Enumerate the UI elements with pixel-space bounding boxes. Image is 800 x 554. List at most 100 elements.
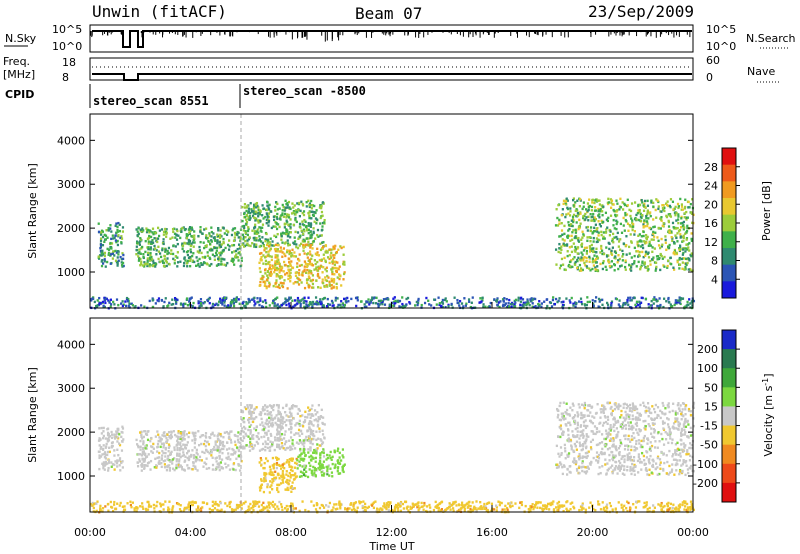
power-echo-cell <box>258 226 261 229</box>
power-echo-cell <box>274 282 277 285</box>
power-echo-cell <box>142 229 145 232</box>
velocity-echo-cell <box>168 444 171 448</box>
power-echo-cell <box>326 256 330 259</box>
power-echo-cell <box>335 270 338 273</box>
power-echo-cell <box>684 250 687 253</box>
power-echo-cell <box>276 250 279 253</box>
power-echo-cell <box>308 262 311 266</box>
velocity-echo-cell <box>136 461 139 464</box>
power-echo-cell <box>673 252 676 256</box>
power-echo-cell <box>321 278 324 281</box>
power-echo-cell <box>100 264 104 268</box>
velocity-echo-cell <box>313 472 316 475</box>
power-echo-cell <box>589 239 592 243</box>
power-echo-cell <box>239 265 242 268</box>
power-echo-cell <box>609 230 612 233</box>
power-echo-cell <box>275 273 278 276</box>
power-echo-cell <box>139 238 142 241</box>
power-echo-cell <box>154 265 157 268</box>
velocity-echo-cell <box>116 440 119 443</box>
power-echo-cell <box>213 254 216 258</box>
power-echo-cell <box>649 244 653 247</box>
velocity-echo-cell <box>211 468 214 471</box>
velocity-echo-cell <box>601 447 604 451</box>
power-echo-cell <box>181 242 184 245</box>
velocity-echo-cell <box>173 457 176 460</box>
power-echo-cell <box>232 239 236 243</box>
power-echo-cell <box>570 219 573 222</box>
velocity-echo-cell <box>268 421 271 424</box>
velocity-echo-cell <box>221 451 224 455</box>
power-echo-cell <box>592 250 595 254</box>
power-echo-cell <box>595 228 598 231</box>
power-echo-cell <box>288 231 291 234</box>
power-echo-cell <box>98 296 101 300</box>
power-echo-cell <box>306 262 310 266</box>
velocity-echo-cell <box>313 469 316 472</box>
cpid-segment-2: stereo_scan -8500 <box>243 84 366 99</box>
freq-panel-frame <box>89 57 694 81</box>
velocity-echo-cell <box>241 418 244 422</box>
velocity-echo-cell <box>105 442 108 446</box>
power-echo-cell <box>593 226 596 230</box>
power-echo-cell <box>644 297 648 301</box>
power-echo-cell <box>204 245 207 248</box>
power-echo-cell <box>210 230 213 234</box>
power-echo-cell <box>636 211 639 215</box>
velocity-echo-cell <box>573 422 576 425</box>
power-echo-cell <box>340 306 344 309</box>
power-echo-cell <box>690 232 693 235</box>
velocity-echo-cell <box>161 449 164 453</box>
power-echo-cell <box>677 206 680 210</box>
power-echo-cell <box>584 264 587 267</box>
power-echo-cell <box>281 209 284 212</box>
power-echo-cell <box>273 266 277 269</box>
power-echo-cell <box>165 228 168 231</box>
velocity-echo-cell <box>113 463 116 466</box>
power-echo-cell <box>264 282 267 285</box>
power-echo-cell <box>681 248 685 251</box>
velocity-echo-cell <box>283 476 286 480</box>
power-echo-cell <box>645 241 648 244</box>
velocity-echo-cell <box>293 433 296 436</box>
power-echo-cell <box>655 216 658 219</box>
power-echo-cell <box>227 304 230 307</box>
power-echo-cell <box>686 300 689 304</box>
power-echo-cell <box>400 305 403 309</box>
velocity-echo-cell <box>581 460 584 463</box>
power-echo-cell <box>554 297 558 301</box>
power-echo-cell <box>206 251 209 254</box>
velocity-echo-cell <box>301 414 304 417</box>
power-echo-cell <box>458 299 462 303</box>
power-echo-cell <box>663 297 666 300</box>
power-echo-cell <box>642 226 645 229</box>
velocity-echo-cell <box>297 442 300 445</box>
velocity-echo-cell <box>302 459 305 462</box>
velocity-echo-cell <box>217 432 220 435</box>
velocity-echo-cell <box>193 446 196 449</box>
power-echo-cell <box>298 264 301 267</box>
power-echo-cell <box>331 279 334 282</box>
power-echo-cell <box>372 301 375 305</box>
velocity-echo-cell <box>159 439 162 442</box>
power-echo-cell <box>266 215 269 218</box>
power-echo-cell <box>176 251 179 254</box>
power-ytick-label: 3000 <box>57 178 85 191</box>
velocity-echo-cell <box>282 473 285 477</box>
velocity-echo-cell <box>275 403 279 407</box>
velocity-echo-cell <box>121 427 125 430</box>
power-echo-cell <box>155 262 158 266</box>
power-echo-cell <box>106 260 109 264</box>
velocity-echo-cell <box>237 431 240 434</box>
power-echo-cell <box>577 236 580 240</box>
power-echo-cell <box>314 296 318 299</box>
velocity-echo-cell <box>269 468 272 471</box>
velocity-echo-cell <box>167 449 170 453</box>
velocity-echo-cell <box>328 454 331 457</box>
velocity-echo-cell <box>276 488 279 492</box>
velocity-echo-cell <box>237 454 241 458</box>
power-echo-cell <box>280 232 283 235</box>
power-echo-cell <box>292 210 295 213</box>
power-colorbar-swatch <box>722 181 736 199</box>
